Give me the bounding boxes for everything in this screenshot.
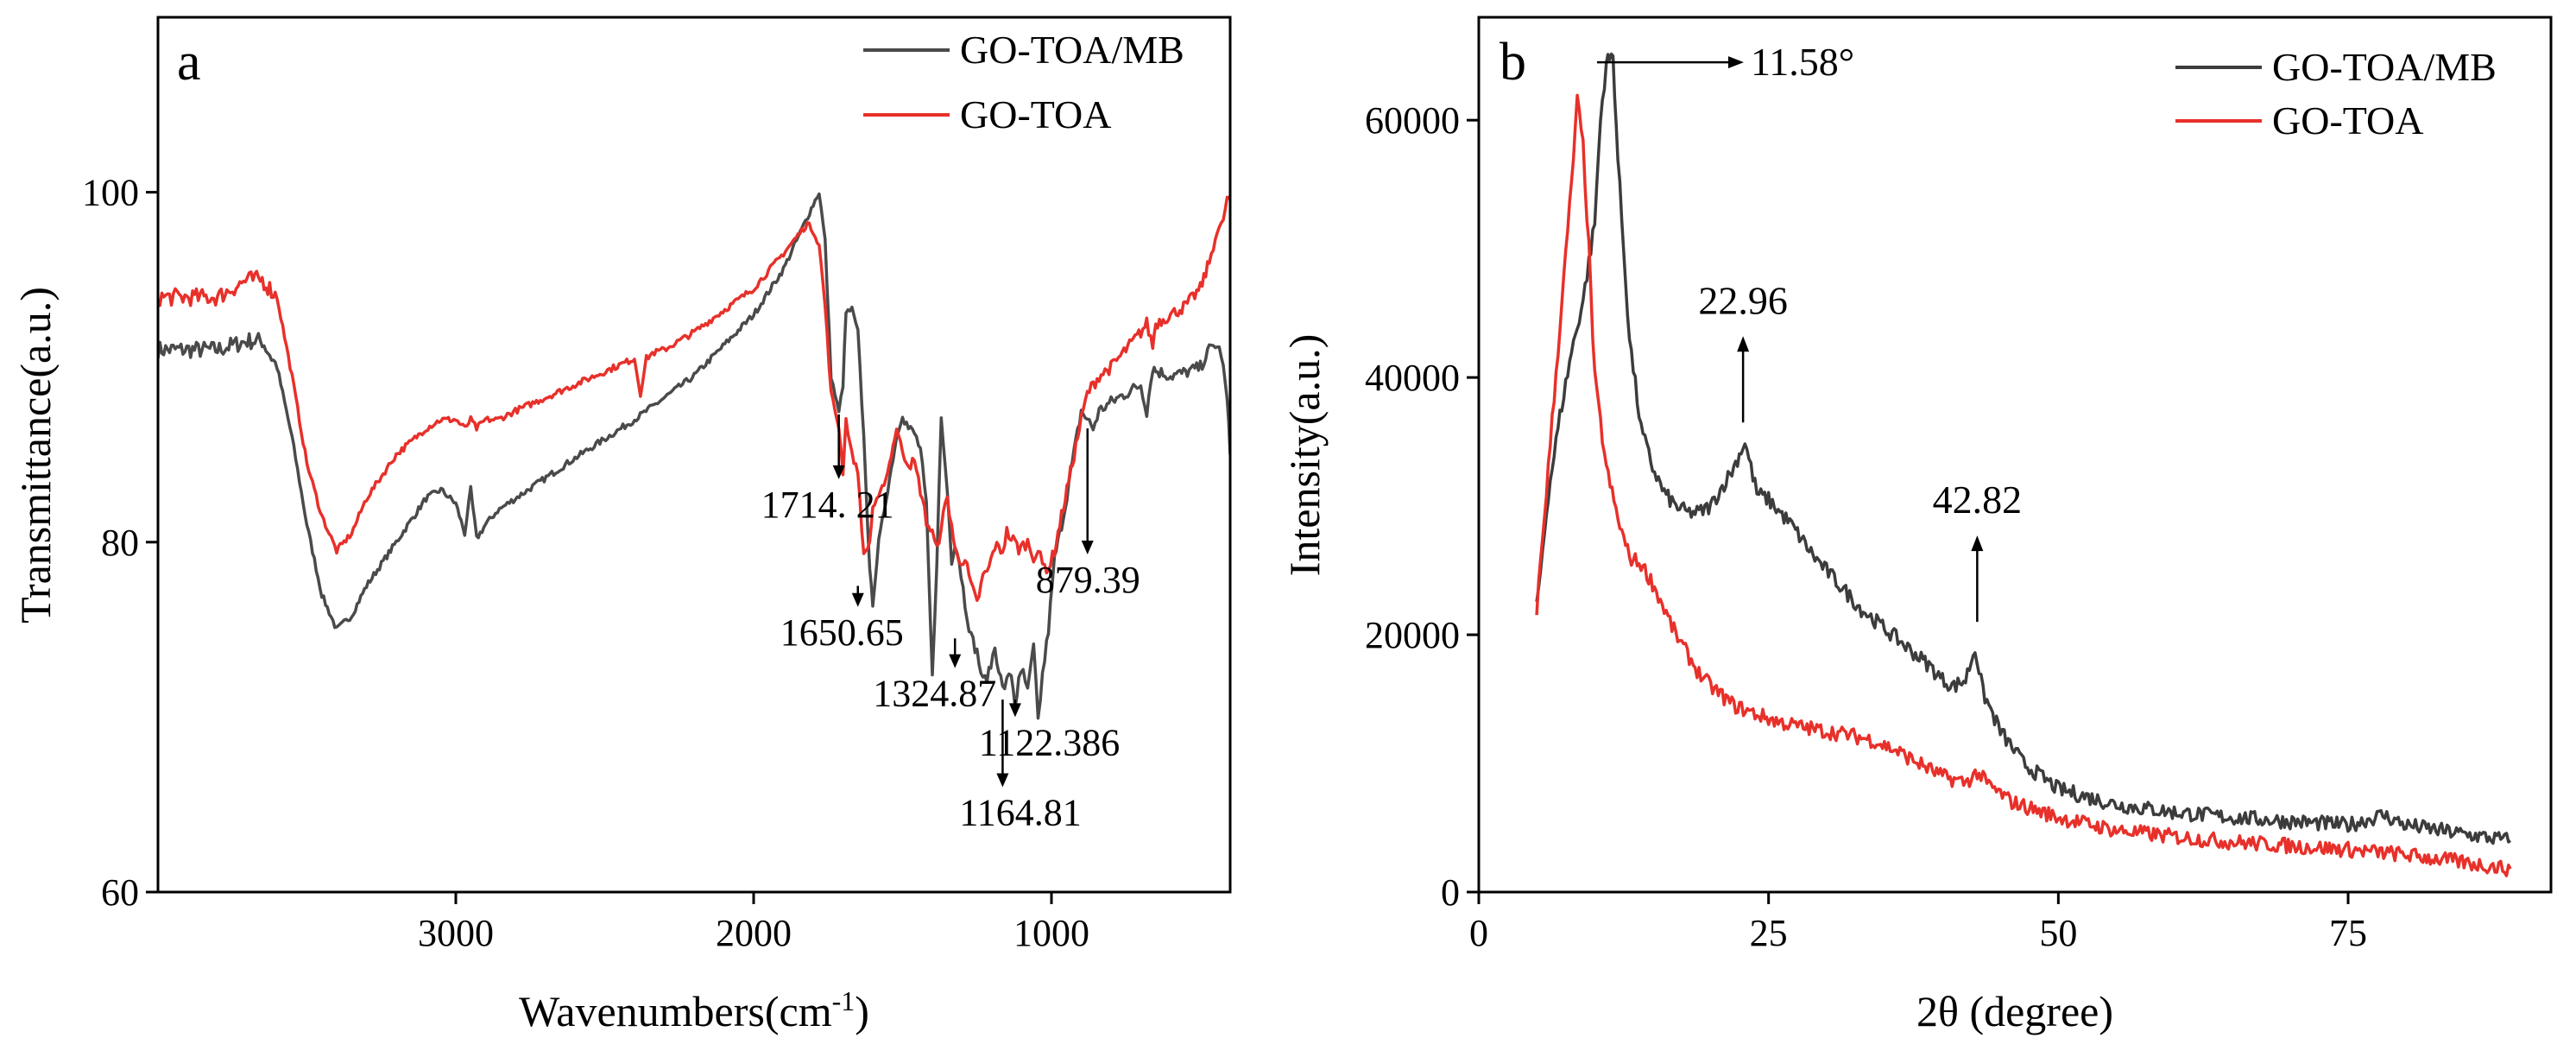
panel-b-frame (1477, 16, 2553, 894)
series-line-go-toa (1535, 93, 2512, 877)
legend-label-go-toa-a: GO-TOA (960, 92, 1111, 136)
annotation-arrowhead (1971, 535, 1984, 552)
legend-label-go-toa-mb-b: GO-TOA/MB (2272, 45, 2497, 89)
x-tick-label: 75 (2329, 912, 2367, 954)
x-tick-label: 1000 (1013, 912, 1089, 954)
annotation-arrowhead (1727, 56, 1744, 69)
annotation-arrowhead (949, 654, 962, 668)
panel-b-letter: b (1500, 33, 1526, 92)
series-line-go-toa (158, 194, 1230, 603)
annotation-arrowhead (996, 773, 1009, 788)
annotation-label-1164-81: 1164.81 (959, 791, 1081, 833)
y-tick-label: 80 (101, 522, 139, 564)
x-tick-label: 0 (1469, 912, 1488, 954)
y-tick-label: 100 (82, 172, 139, 214)
annotation-label-11-58: 11.58° (1751, 40, 1854, 84)
panel-a-y-axis-label: Transmittance(a.u.) (11, 287, 60, 623)
y-tick-label: 60000 (1365, 99, 1460, 142)
x-tick-label: 25 (1750, 912, 1788, 954)
panel-a-x-axis-label: Wavenumbers(cm-1) (519, 985, 869, 1035)
annotation-label-1714-21: 1714. 21 (761, 484, 894, 526)
panel-b-y-axis-label: Intensity(a.u.) (1280, 334, 1329, 576)
annotation-label-1122-386: 1122.386 (979, 721, 1120, 763)
panel-a-frame (156, 16, 1232, 894)
panel-b: 0 25 50 75 0 20000 40000 60000 b GO-TOA/MB GO-T… (1280, 16, 2553, 1035)
annotation-label-42-82: 42.82 (1933, 478, 2023, 522)
annotation-arrowhead (832, 465, 845, 479)
panel-a-legend: GO-TOA/MB GO-TOA (863, 28, 1184, 136)
x-tick-label: 3000 (418, 912, 494, 954)
x-tick-label: 50 (2039, 912, 2077, 954)
annotation-arrowhead (1737, 336, 1750, 352)
panel-b-legend: GO-TOA/MB GO-TOA (2175, 45, 2497, 142)
series-line-go-toa-mb (158, 192, 1230, 720)
x-tick-label: 2000 (716, 912, 792, 954)
legend-label-go-toa-mb-a: GO-TOA/MB (960, 28, 1184, 72)
panel-a-letter: a (177, 33, 201, 92)
panel-b-x-axis-label: 2θ (degree) (1916, 987, 2113, 1035)
annotation-label-22-96: 22.96 (1698, 278, 1788, 322)
annotation-arrowhead (851, 592, 864, 607)
y-tick-label: 20000 (1365, 614, 1460, 656)
panel-a: 3000 2000 1000 60 80 100 a GO-TOA/MB GO-TOA W… (11, 16, 1232, 1035)
y-tick-label: 60 (101, 871, 139, 914)
annotation-label-1650-65: 1650.65 (780, 611, 904, 654)
annotation-arrowhead (1008, 703, 1021, 718)
y-tick-label: 0 (1441, 871, 1460, 914)
annotation-arrowhead (1081, 540, 1094, 554)
y-tick-label: 40000 (1365, 357, 1460, 399)
annotation-label-879-39: 879.39 (1036, 559, 1140, 601)
series-line-go-toa-mb (1535, 52, 2511, 845)
legend-label-go-toa-b: GO-TOA (2272, 98, 2423, 142)
annotation-label-1324-87: 1324.87 (873, 673, 996, 715)
